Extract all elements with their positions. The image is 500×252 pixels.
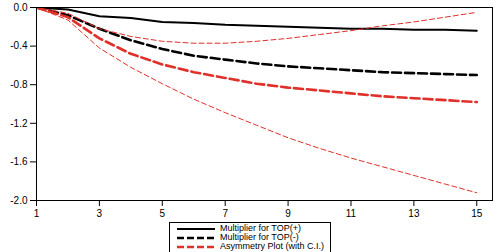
svg-text:15: 15 <box>471 208 483 219</box>
svg-text:0.0: 0.0 <box>14 2 28 13</box>
svg-text:-0.8: -0.8 <box>10 79 28 90</box>
svg-text:3: 3 <box>97 208 103 219</box>
svg-text:11: 11 <box>346 208 357 219</box>
html-text:Multiplier for TOP(-): Multiplier for TOP(-) <box>220 232 299 242</box>
svg-text:-0.4: -0.4 <box>10 40 28 51</box>
svg-text:13: 13 <box>408 208 420 219</box>
svg-text:1: 1 <box>34 208 40 219</box>
svg-text:-2.0: -2.0 <box>10 195 28 206</box>
html-text:Asymmetry Plot (with C.I.): Asymmetry Plot (with C.I.) <box>220 241 324 251</box>
html-text:Multiplier for TOP(+): Multiplier for TOP(+) <box>220 223 301 233</box>
svg-text:-1.2: -1.2 <box>10 118 28 129</box>
svg-text:5: 5 <box>160 208 166 219</box>
svg-text:7: 7 <box>222 208 228 219</box>
svg-text:-1.6: -1.6 <box>10 156 28 167</box>
svg-text:9: 9 <box>285 208 291 219</box>
